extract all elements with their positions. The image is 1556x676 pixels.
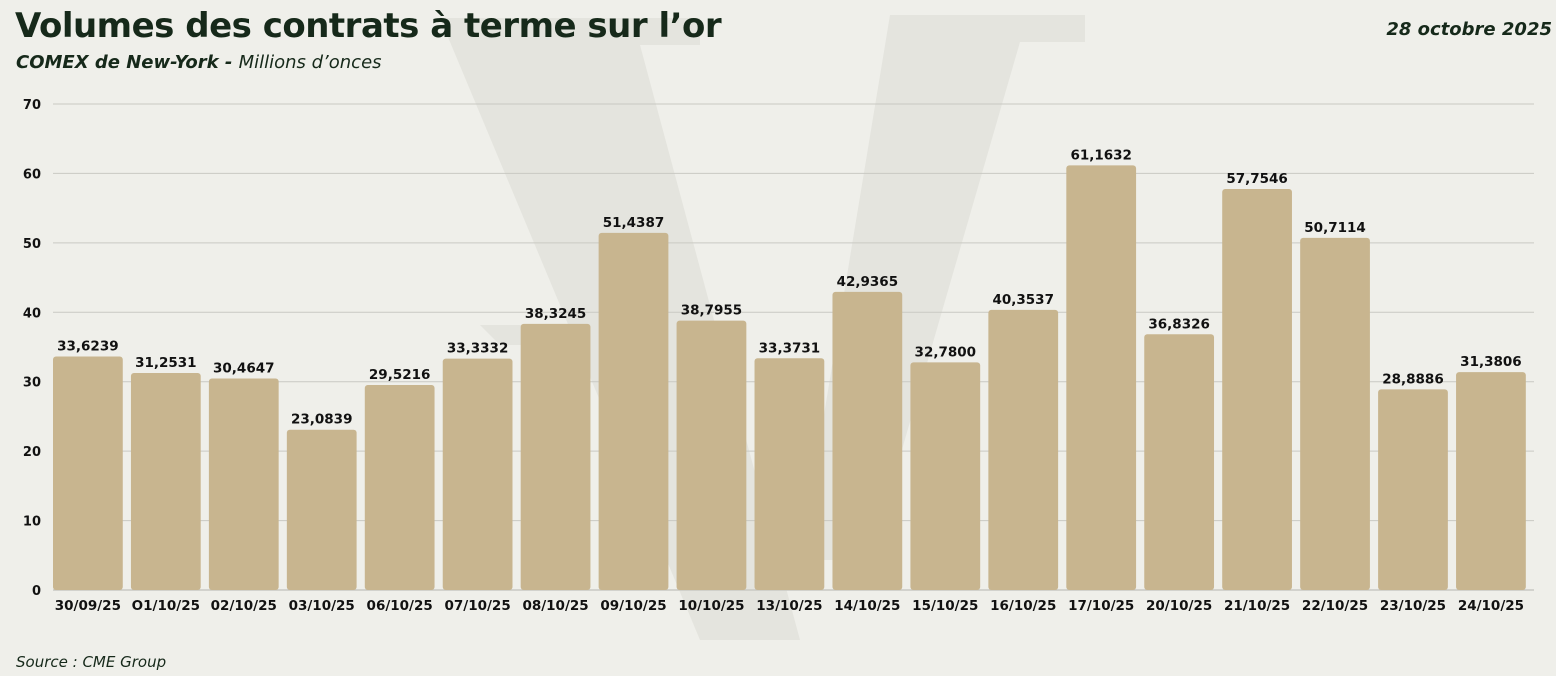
x-tick-label: 14/10/25 [834,598,900,614]
bar [287,430,357,590]
data-label: 61,1632 [1070,147,1132,163]
bar [131,373,201,590]
bar [910,362,980,590]
y-tick-label: 70 [23,98,41,113]
bar [365,385,435,590]
x-tick-label: 24/10/25 [1458,598,1524,614]
bar [521,324,591,590]
bar [1066,165,1136,590]
x-tick-label: 23/10/25 [1380,598,1446,614]
bar [599,233,669,590]
bar [209,378,279,590]
source-note: Source : CME Group [16,653,166,671]
bar [53,357,123,590]
bar [1222,189,1292,590]
bar [1456,372,1526,590]
y-tick-label: 10 [23,515,41,530]
data-label: 36,8326 [1148,316,1210,332]
data-label: 42,9365 [837,274,899,290]
y-axis: 0 10 20 30 40 50 60 70 [23,98,41,599]
data-label: 51,4387 [603,215,665,231]
data-label: 31,3806 [1460,354,1522,370]
y-tick-label: 0 [32,584,41,599]
x-tick-label: 06/10/25 [367,598,433,614]
y-tick-label: 20 [23,445,41,460]
x-tick-label: 09/10/25 [600,598,666,614]
data-label: 50,7114 [1304,220,1366,236]
bar [677,321,747,590]
data-label: 40,3537 [992,292,1054,308]
bar [1300,238,1370,590]
x-tick-label: 13/10/25 [756,598,822,614]
data-label: 31,2531 [135,355,197,371]
data-label: 38,3245 [525,306,587,322]
bar [443,359,513,590]
bar [988,310,1058,590]
x-axis: 30/09/25 O1/10/25 02/10/25 03/10/25 06/10/25… [55,598,1524,614]
x-tick-label: 20/10/25 [1146,598,1212,614]
y-tick-label: 40 [23,306,41,321]
x-tick-label: 02/10/25 [211,598,277,614]
data-label: 28,8886 [1382,371,1444,387]
y-tick-label: 30 [23,376,41,391]
x-tick-label: 30/09/25 [55,598,121,614]
data-label: 30,4647 [213,360,275,376]
x-tick-label: 21/10/25 [1224,598,1290,614]
x-tick-label: 15/10/25 [912,598,978,614]
bar [1144,334,1214,590]
x-tick-label: 22/10/25 [1302,598,1368,614]
x-tick-label: 17/10/25 [1068,598,1134,614]
data-label: 32,7800 [915,344,977,360]
data-label: 23,0839 [291,412,353,428]
x-tick-label: 03/10/25 [289,598,355,614]
x-tick-label: 16/10/25 [990,598,1056,614]
data-label: 33,6239 [57,339,119,355]
data-label: 38,7955 [681,303,743,319]
y-tick-label: 50 [23,237,41,252]
x-tick-label: 07/10/25 [445,598,511,614]
data-label: 29,5216 [369,367,431,383]
data-label: 57,7546 [1226,171,1288,187]
data-label: 33,3332 [447,341,509,357]
x-tick-label: 10/10/25 [678,598,744,614]
y-tick-label: 60 [23,167,41,182]
bar [755,358,825,590]
bar [832,292,902,590]
x-tick-label: O1/10/25 [132,598,200,614]
x-tick-label: 08/10/25 [522,598,588,614]
bar [1378,389,1448,590]
data-label: 33,3731 [759,340,821,356]
